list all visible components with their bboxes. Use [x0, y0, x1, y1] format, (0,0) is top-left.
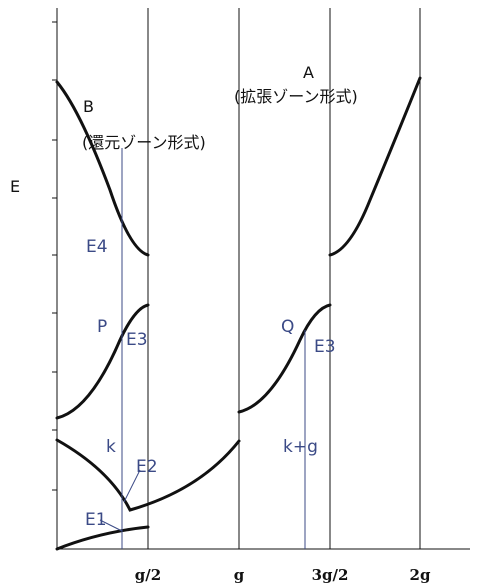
level-label: E2: [136, 457, 158, 477]
level-label: E3: [314, 337, 336, 357]
e1-pointer: [99, 519, 123, 532]
x-label: g/2: [135, 566, 161, 584]
axes: [52, 8, 470, 550]
band-1: [55, 525, 150, 551]
band-2: [55, 438, 241, 512]
scheme-name: (拡張ゾーン形式): [234, 87, 358, 106]
wavevector-label: k+g: [283, 437, 318, 457]
scheme-name: (還元ゾーン形式): [82, 133, 206, 152]
wavevector-label: k: [106, 437, 116, 457]
band-3-extended: [237, 303, 332, 414]
energy-label: E: [10, 177, 20, 196]
band-4-extended: [328, 76, 422, 257]
e2-pointer: [123, 469, 141, 503]
band-4-reduced: [55, 80, 150, 257]
x-label: 2g: [410, 566, 431, 584]
level-label: E3: [126, 330, 148, 350]
point-label: P: [97, 317, 107, 337]
point-label: Q: [281, 317, 294, 337]
level-label: E1: [85, 510, 107, 530]
x-label: 3g/2: [312, 566, 349, 584]
axis-ticks: [52, 21, 57, 491]
bands: [55, 76, 422, 551]
band-3-reduced: [55, 303, 150, 420]
level-label: E4: [86, 237, 108, 257]
scheme-letter: B: [83, 97, 94, 116]
guides: [99, 148, 306, 549]
x-label: g: [234, 566, 245, 584]
scheme-letter: A: [303, 63, 314, 82]
